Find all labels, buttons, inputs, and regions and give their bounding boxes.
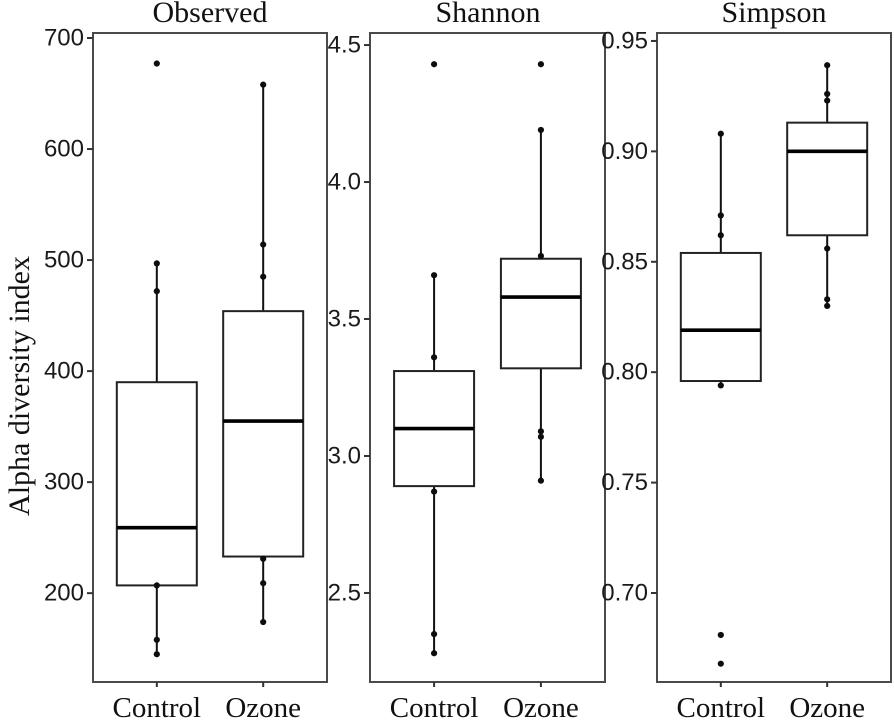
x-category-label: Control bbox=[390, 692, 479, 722]
y-tick-label: 0.85 bbox=[601, 248, 648, 275]
data-point bbox=[717, 631, 724, 639]
data-point bbox=[824, 302, 831, 310]
data-point bbox=[153, 651, 160, 658]
y-tick-label: 3.0 bbox=[328, 442, 361, 469]
data-point bbox=[537, 126, 545, 134]
data-point bbox=[430, 61, 438, 68]
y-tick-label: 0.70 bbox=[601, 580, 648, 607]
x-category-label: Ozone bbox=[789, 692, 865, 722]
data-point bbox=[260, 81, 267, 88]
y-axis-label: Alpha diversity index bbox=[3, 256, 36, 516]
data-point bbox=[717, 382, 724, 389]
data-point bbox=[717, 660, 724, 667]
box bbox=[115, 381, 198, 587]
data-point bbox=[430, 650, 438, 657]
y-tick-label: 4.0 bbox=[328, 169, 361, 196]
y-tick-label: 0.90 bbox=[601, 138, 648, 165]
data-point bbox=[430, 488, 438, 495]
data-point bbox=[537, 252, 545, 260]
y-tick-label: 2.5 bbox=[328, 579, 361, 606]
data-point bbox=[824, 62, 831, 69]
panel-title-shannon: Shannon bbox=[435, 0, 541, 29]
x-category-label: Ozone bbox=[503, 692, 579, 722]
y-tick-label: 0.95 bbox=[601, 27, 648, 54]
y-tick-label: 300 bbox=[44, 469, 84, 496]
data-point bbox=[717, 212, 724, 219]
data-point bbox=[153, 582, 160, 589]
box bbox=[499, 257, 582, 370]
data-point bbox=[260, 580, 267, 587]
data-point bbox=[430, 354, 438, 361]
data-point bbox=[537, 428, 545, 435]
data-point bbox=[824, 296, 831, 303]
data-point bbox=[260, 241, 267, 248]
data-point bbox=[153, 60, 160, 67]
panel-title-simpson: Simpson bbox=[721, 0, 827, 29]
y-tick-label: 600 bbox=[44, 136, 84, 163]
data-point bbox=[824, 245, 831, 252]
data-point bbox=[260, 273, 267, 280]
x-category-label: Ozone bbox=[225, 692, 301, 722]
data-point bbox=[824, 90, 831, 98]
data-point bbox=[537, 433, 545, 440]
data-point bbox=[260, 618, 267, 626]
y-tick-label: 0.80 bbox=[601, 359, 648, 386]
box bbox=[786, 121, 869, 237]
data-point bbox=[717, 232, 724, 239]
data-point bbox=[537, 61, 545, 68]
data-point bbox=[430, 272, 438, 279]
panel-title-observed: Observed bbox=[152, 0, 268, 29]
data-point bbox=[260, 555, 267, 562]
y-tick-label: 4.5 bbox=[328, 32, 361, 59]
data-point bbox=[717, 130, 724, 137]
x-category-label: Control bbox=[676, 692, 765, 722]
x-category-label: Control bbox=[112, 692, 201, 722]
y-tick-label: 500 bbox=[44, 247, 84, 274]
data-point bbox=[153, 288, 160, 295]
y-tick-label: 700 bbox=[44, 24, 84, 51]
box bbox=[222, 310, 305, 558]
data-point bbox=[537, 477, 545, 484]
data-point bbox=[824, 97, 831, 104]
y-tick-label: 400 bbox=[44, 358, 84, 385]
y-tick-label: 200 bbox=[44, 580, 84, 607]
box bbox=[679, 251, 762, 383]
y-tick-label: 0.75 bbox=[601, 469, 648, 496]
data-point bbox=[153, 260, 160, 267]
data-point bbox=[430, 630, 438, 638]
y-tick-label: 3.5 bbox=[328, 306, 361, 333]
data-point bbox=[153, 636, 160, 643]
